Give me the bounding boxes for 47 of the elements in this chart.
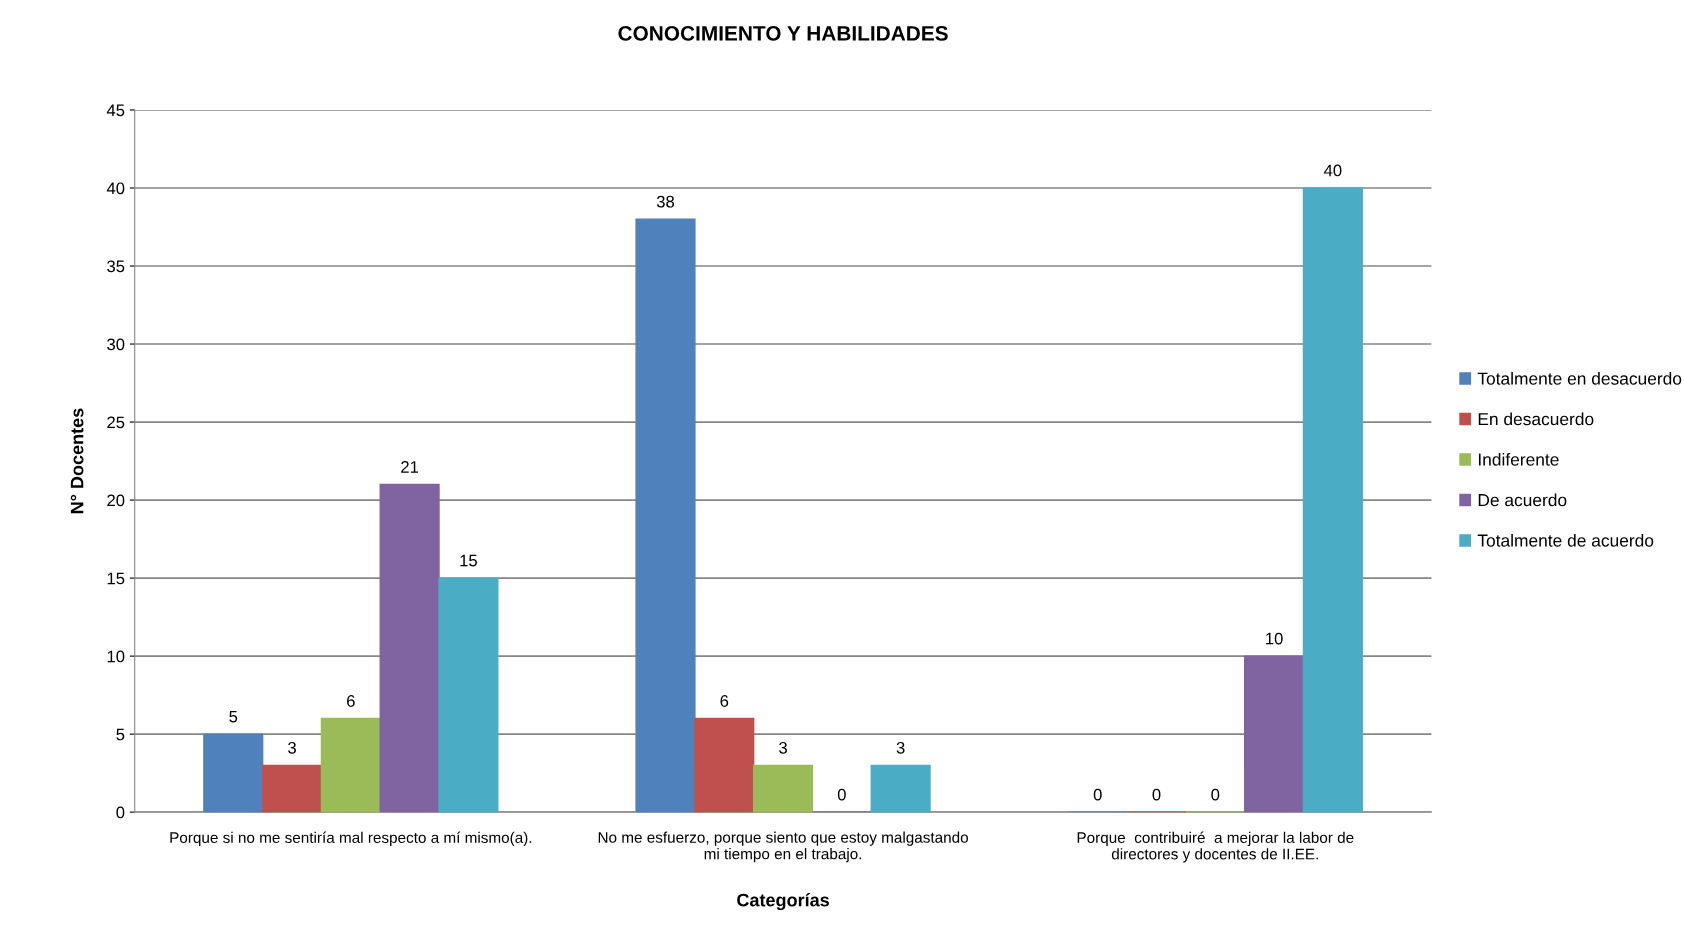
- y-tick-label: 25: [107, 416, 125, 429]
- bar: [320, 717, 381, 813]
- data-label: 0: [1152, 788, 1161, 801]
- legend-label: Totalmente en desacuerdo: [1477, 372, 1682, 385]
- y-tick-label: 35: [107, 260, 125, 273]
- data-label: 10: [1266, 632, 1283, 645]
- chart-title: CONOCIMIENTO Y HABILIDADES: [618, 25, 948, 41]
- data-label: 40: [1323, 164, 1342, 177]
- data-label: 0: [837, 788, 846, 801]
- data-label: 38: [656, 195, 675, 208]
- y-tick-label: 0: [116, 806, 125, 819]
- y-tick-label: 20: [107, 494, 125, 507]
- y-tick-label: 15: [107, 572, 125, 585]
- bar: [261, 764, 323, 813]
- bar: [1302, 187, 1363, 813]
- legend-label: Indiferente: [1478, 452, 1559, 466]
- data-label: 3: [896, 741, 905, 754]
- bar: [203, 733, 264, 813]
- bar: [438, 577, 499, 813]
- x-tick-label: Porque contribuiré a mejorar la labor de directores y docentes de II.EE.: [1077, 831, 1354, 863]
- data-label: 0: [1093, 788, 1102, 801]
- data-label: 3: [779, 741, 787, 754]
- bar: [752, 764, 814, 813]
- y-tick-label: 45: [106, 104, 125, 117]
- data-label: 21: [401, 461, 419, 473]
- y-axis-title: N° Docentes: [70, 408, 84, 514]
- data-label: 6: [720, 695, 729, 707]
- data-label: 6: [347, 695, 355, 707]
- y-tick-label: 40: [106, 182, 125, 195]
- data-label: 3: [288, 741, 296, 754]
- bar: [870, 764, 931, 813]
- x-tick-label: No me esfuerzo, porque siento que estoy malgastando mi tiempo en el trabajo.: [598, 831, 968, 863]
- legend-label: De acuerdo: [1478, 493, 1567, 507]
- bar: [694, 717, 755, 813]
- x-tick-label: Porque si no me sentiría mal respecto a mí mismo(a).: [170, 831, 532, 847]
- bar: [635, 218, 696, 813]
- legend-label: En desacuerdo: [1478, 412, 1594, 426]
- x-axis-title: Categorías: [737, 893, 829, 911]
- y-tick-label: 10: [107, 650, 125, 663]
- bar: [1243, 655, 1305, 813]
- data-label: 5: [229, 710, 238, 723]
- data-label: 0: [1211, 788, 1220, 801]
- data-label: 15: [460, 554, 477, 567]
- legend-label: Totalmente de acuerdo: [1477, 533, 1654, 547]
- bar: [379, 483, 440, 813]
- y-tick-label: 30: [107, 338, 125, 351]
- y-tick-label: 5: [116, 728, 125, 741]
